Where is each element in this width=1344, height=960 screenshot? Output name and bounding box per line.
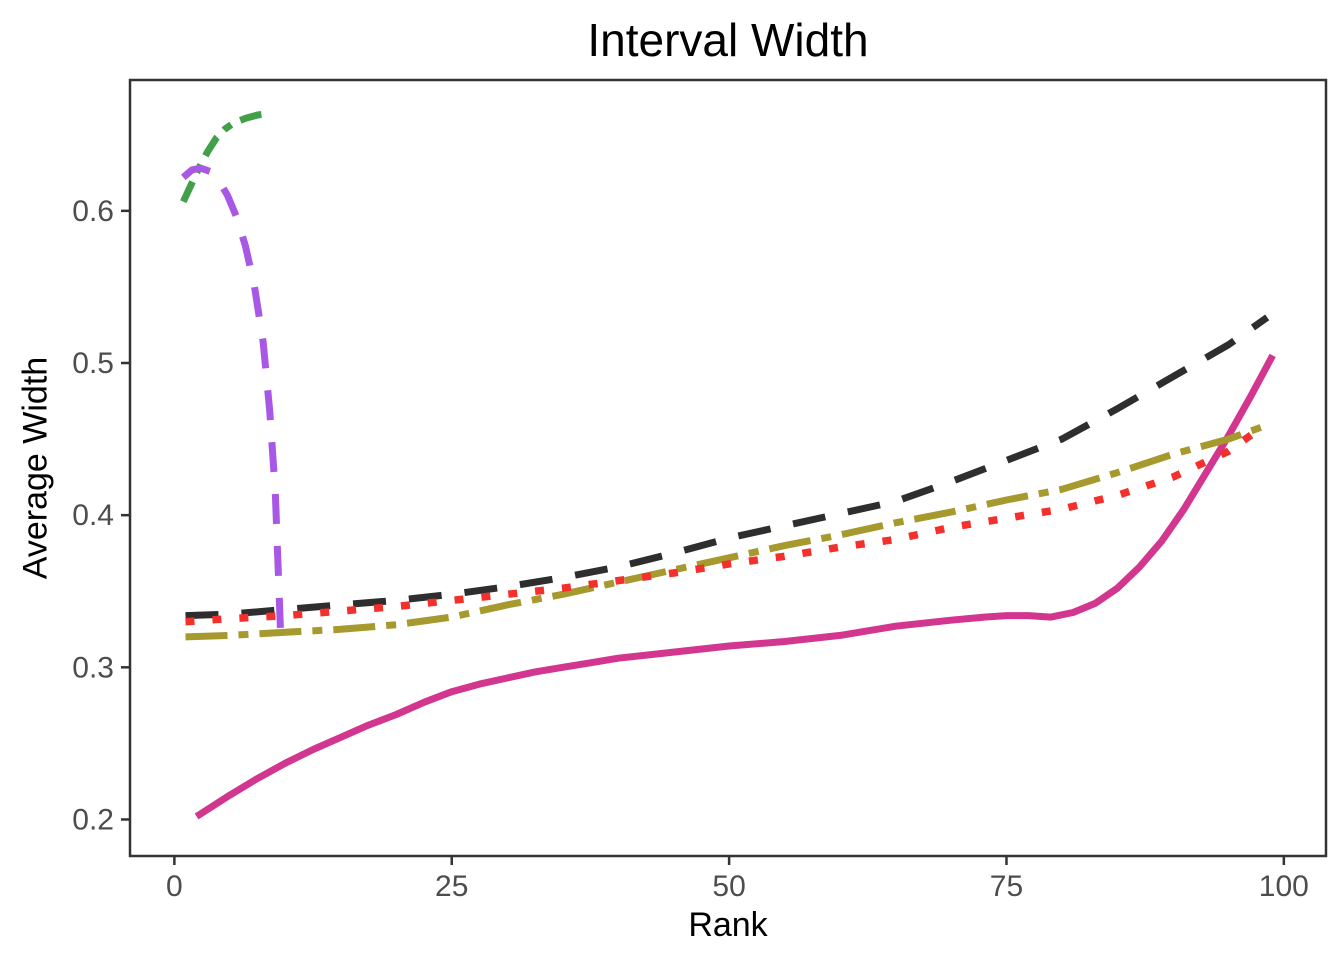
series-line-magenta-solid bbox=[194, 353, 1276, 820]
series-line-olive-dotdash bbox=[185, 420, 1272, 641]
y-tick-label: 0.4 bbox=[72, 499, 114, 532]
series-line-purple-longdash bbox=[181, 164, 285, 642]
x-tick-label: 100 bbox=[1259, 870, 1309, 903]
series-line-black-longdash bbox=[185, 314, 1270, 620]
series-line-green-twodash bbox=[180, 110, 271, 204]
axes-group: 0 25 50 75 100 0.2 0.3 0.4 0.5 0.6 bbox=[72, 195, 1309, 903]
x-tick-label: 50 bbox=[712, 870, 745, 903]
x-tick-label: 75 bbox=[990, 870, 1023, 903]
x-tick-label: 25 bbox=[435, 870, 468, 903]
x-tick-label: 0 bbox=[166, 870, 183, 903]
series-line-red-dotted bbox=[185, 428, 1259, 626]
y-tick-label: 0.2 bbox=[72, 803, 114, 836]
y-tick-label: 0.3 bbox=[72, 651, 114, 684]
panel-border bbox=[128, 78, 1328, 858]
series-group bbox=[180, 110, 1276, 820]
chart-title: Interval Width bbox=[587, 14, 869, 66]
y-tick-label: 0.6 bbox=[72, 195, 114, 228]
x-axis-title: Rank bbox=[688, 906, 768, 944]
y-tick-label: 0.5 bbox=[72, 347, 114, 380]
